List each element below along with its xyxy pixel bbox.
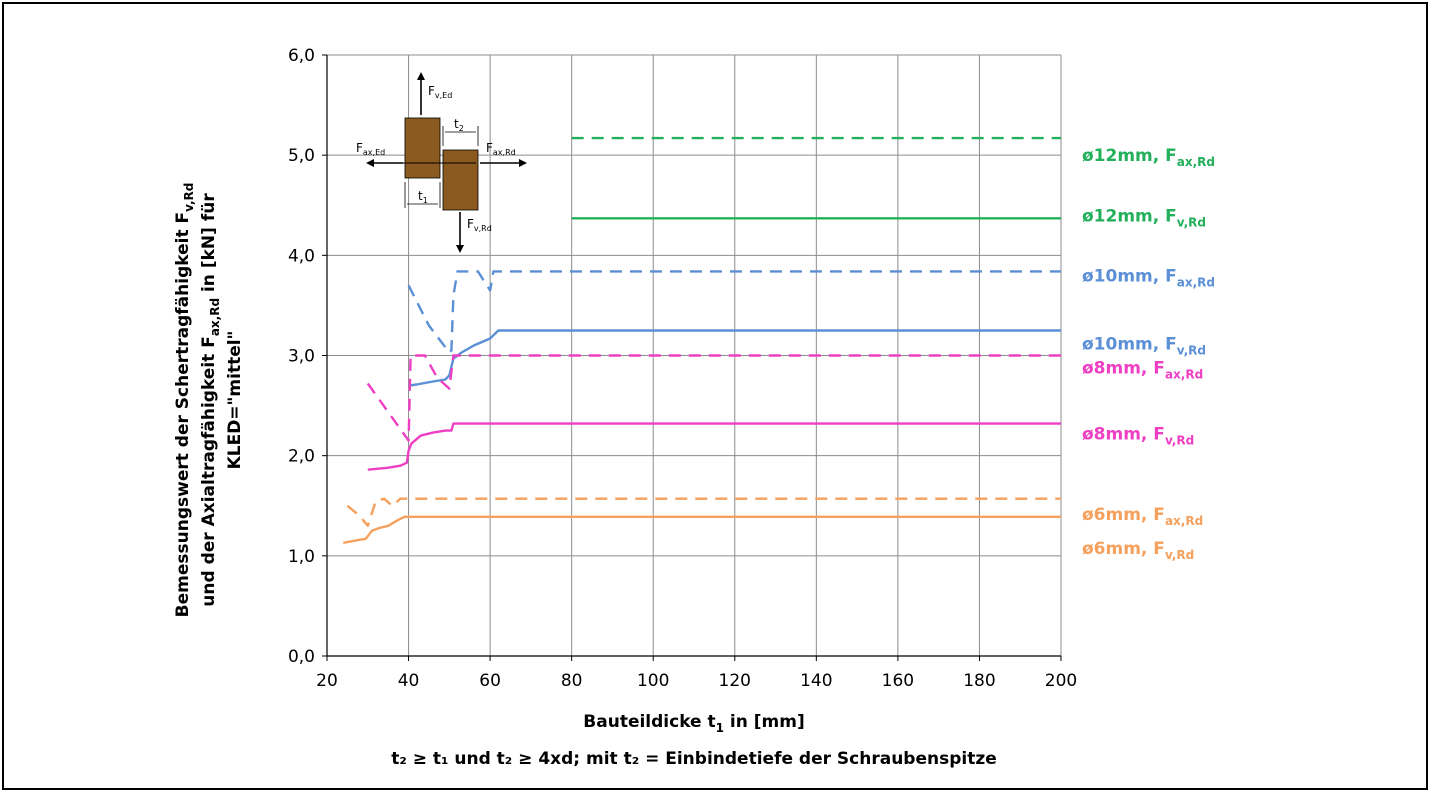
series-label-2: ø10mm, Fax,Rd: [1082, 266, 1215, 289]
series-label-3: ø10mm, Fv,Rd: [1082, 334, 1206, 357]
x-tick-label: 60: [479, 671, 501, 691]
x-tick-label: 100: [637, 671, 669, 691]
timber-member-1: [405, 118, 440, 178]
y-tick-label: 2,0: [288, 447, 315, 467]
y-tick-label: 6,0: [288, 46, 315, 66]
arrow-left-head-icon: [366, 159, 374, 167]
arrow-down-head-icon: [456, 245, 464, 253]
y-tick-label: 1,0: [288, 547, 315, 567]
y-tick-label: 0,0: [288, 647, 315, 667]
y-tick-label: 4,0: [288, 246, 315, 266]
x-tick-label: 160: [882, 671, 914, 691]
condition-note: t₂ ≥ t₁ und t₂ ≥ 4xd; mit t₂ = Einbindet…: [391, 749, 997, 769]
y-tick-label: 5,0: [288, 146, 315, 166]
series-label-1: ø12mm, Fv,Rd: [1082, 206, 1206, 229]
label-t2: t2: [454, 117, 464, 133]
series-label-5: ø8mm, Fv,Rd: [1082, 425, 1194, 448]
series-line-7: [343, 517, 1061, 543]
series-label-4: ø8mm, Fax,Rd: [1082, 359, 1203, 382]
series-label-0: ø12mm, Fax,Rd: [1082, 146, 1215, 169]
label-f-v-rd: Fv,Rd: [467, 217, 492, 233]
series-label-7: ø6mm, Fv,Rd: [1082, 539, 1194, 562]
y-axis-title-line-3: KLED="mittel": [225, 331, 245, 470]
y-axis-title-line-1: Bemessungswert der Schertragfähigkeit Fv…: [173, 183, 196, 618]
series-line-4: [368, 356, 1061, 441]
arrow-right-head-icon: [519, 159, 527, 167]
label-f-ax-rd: Fax,Rd: [486, 141, 516, 157]
x-tick-label: 120: [719, 671, 751, 691]
series-labels: ø12mm, Fax,Rd ø12mm, Fv,Rd ø10mm, Fax,Rd ø1…: [1082, 146, 1215, 562]
y-axis-title: Bemessungswert der Schertragfähigkeit Fv…: [173, 183, 245, 618]
label-t1: t1: [418, 189, 428, 205]
series-label-6: ø6mm, Fax,Rd: [1082, 505, 1203, 528]
label-f-ax-ed: Fax,Ed: [356, 141, 385, 157]
timber-member-2: [443, 150, 478, 210]
y-axis-title-line-2: und der Axialtragfähigkeit Fax,Rd in [kN…: [199, 193, 222, 607]
x-tick-label: 40: [398, 671, 420, 691]
series-line-5: [368, 424, 1061, 470]
x-tick-label: 20: [316, 671, 338, 691]
x-tick-label: 140: [800, 671, 832, 691]
y-tick-label: 3,0: [288, 347, 315, 367]
x-tick-label: 180: [963, 671, 995, 691]
label-f-v-ed: Fv,Ed: [428, 84, 452, 100]
x-axis-title: Bauteildicke t1 in [mm]: [583, 712, 804, 735]
arrow-up-head-icon: [417, 72, 425, 80]
x-tick-label: 80: [561, 671, 583, 691]
connection-diagram: Fv,Ed Fv,Rd Fax,Ed Fax,Rd t2 t1: [356, 72, 527, 253]
x-tick-label: 200: [1045, 671, 1077, 691]
series-line-6: [347, 499, 1061, 526]
